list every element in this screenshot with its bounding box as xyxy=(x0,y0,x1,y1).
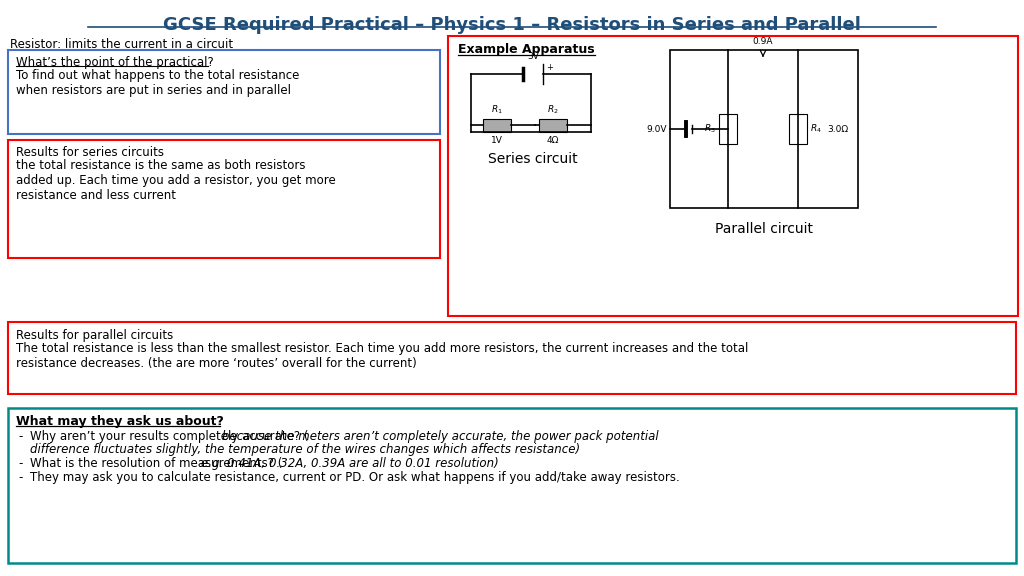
Bar xyxy=(8,408,1016,563)
Text: To find out what happens to the total resistance
when resistors are put in serie: To find out what happens to the total re… xyxy=(16,69,299,97)
Text: -: - xyxy=(18,471,23,484)
Bar xyxy=(8,50,440,134)
Bar xyxy=(8,322,1016,394)
Text: What’s the point of the practical?: What’s the point of the practical? xyxy=(16,56,214,69)
Text: the total resistance is the same as both resistors
added up. Each time you add a: the total resistance is the same as both… xyxy=(16,159,336,202)
Text: 9.0V: 9.0V xyxy=(646,124,667,134)
Text: Results for parallel circuits: Results for parallel circuits xyxy=(16,329,173,342)
Text: The total resistance is less than the smallest resistor. Each time you add more : The total resistance is less than the sm… xyxy=(16,342,749,370)
Text: Parallel circuit: Parallel circuit xyxy=(715,222,813,236)
Text: 3V: 3V xyxy=(527,52,539,61)
Text: Example Apparatus: Example Apparatus xyxy=(458,43,595,56)
Text: Resistor: limits the current in a circuit: Resistor: limits the current in a circui… xyxy=(10,38,233,51)
Text: because the meters aren’t completely accurate, the power pack potential: because the meters aren’t completely acc… xyxy=(222,430,658,443)
Text: difference fluctuates slightly, the temperature of the wires changes which affec: difference fluctuates slightly, the temp… xyxy=(30,443,581,456)
Text: Why aren’t your results completely accurate? (: Why aren’t your results completely accur… xyxy=(30,430,308,443)
Text: 3.0Ω: 3.0Ω xyxy=(827,124,848,134)
Text: 4Ω: 4Ω xyxy=(547,136,559,145)
Bar xyxy=(539,119,567,132)
Text: Series circuit: Series circuit xyxy=(488,152,578,166)
Bar xyxy=(483,119,511,132)
Text: $R_2$: $R_2$ xyxy=(547,104,559,116)
Bar xyxy=(719,114,737,144)
Text: -: - xyxy=(18,457,23,470)
Bar xyxy=(670,50,858,208)
Text: -: - xyxy=(18,430,23,443)
Bar xyxy=(449,36,1018,316)
Text: 0.9A: 0.9A xyxy=(753,37,773,46)
Bar xyxy=(8,140,440,258)
Text: Results for series circuits: Results for series circuits xyxy=(16,146,164,159)
Text: +: + xyxy=(546,63,553,72)
Text: $R_3$: $R_3$ xyxy=(705,123,716,135)
Text: What may they ask us about?: What may they ask us about? xyxy=(16,415,224,428)
Text: GCSE Required Practical – Physics 1 – Resistors in Series and Parallel: GCSE Required Practical – Physics 1 – Re… xyxy=(163,16,861,34)
Text: $R_4$: $R_4$ xyxy=(810,123,822,135)
Text: e.g. 0.41A, 0.32A, 0.39A are all to 0.01 resolution): e.g. 0.41A, 0.32A, 0.39A are all to 0.01… xyxy=(202,457,499,470)
Text: What is the resolution of measurements? (: What is the resolution of measurements? … xyxy=(30,457,283,470)
Text: $R_1$: $R_1$ xyxy=(492,104,503,116)
Bar xyxy=(790,114,807,144)
Text: 1V: 1V xyxy=(492,136,503,145)
Text: They may ask you to calculate resistance, current or PD. Or ask what happens if : They may ask you to calculate resistance… xyxy=(30,471,680,484)
